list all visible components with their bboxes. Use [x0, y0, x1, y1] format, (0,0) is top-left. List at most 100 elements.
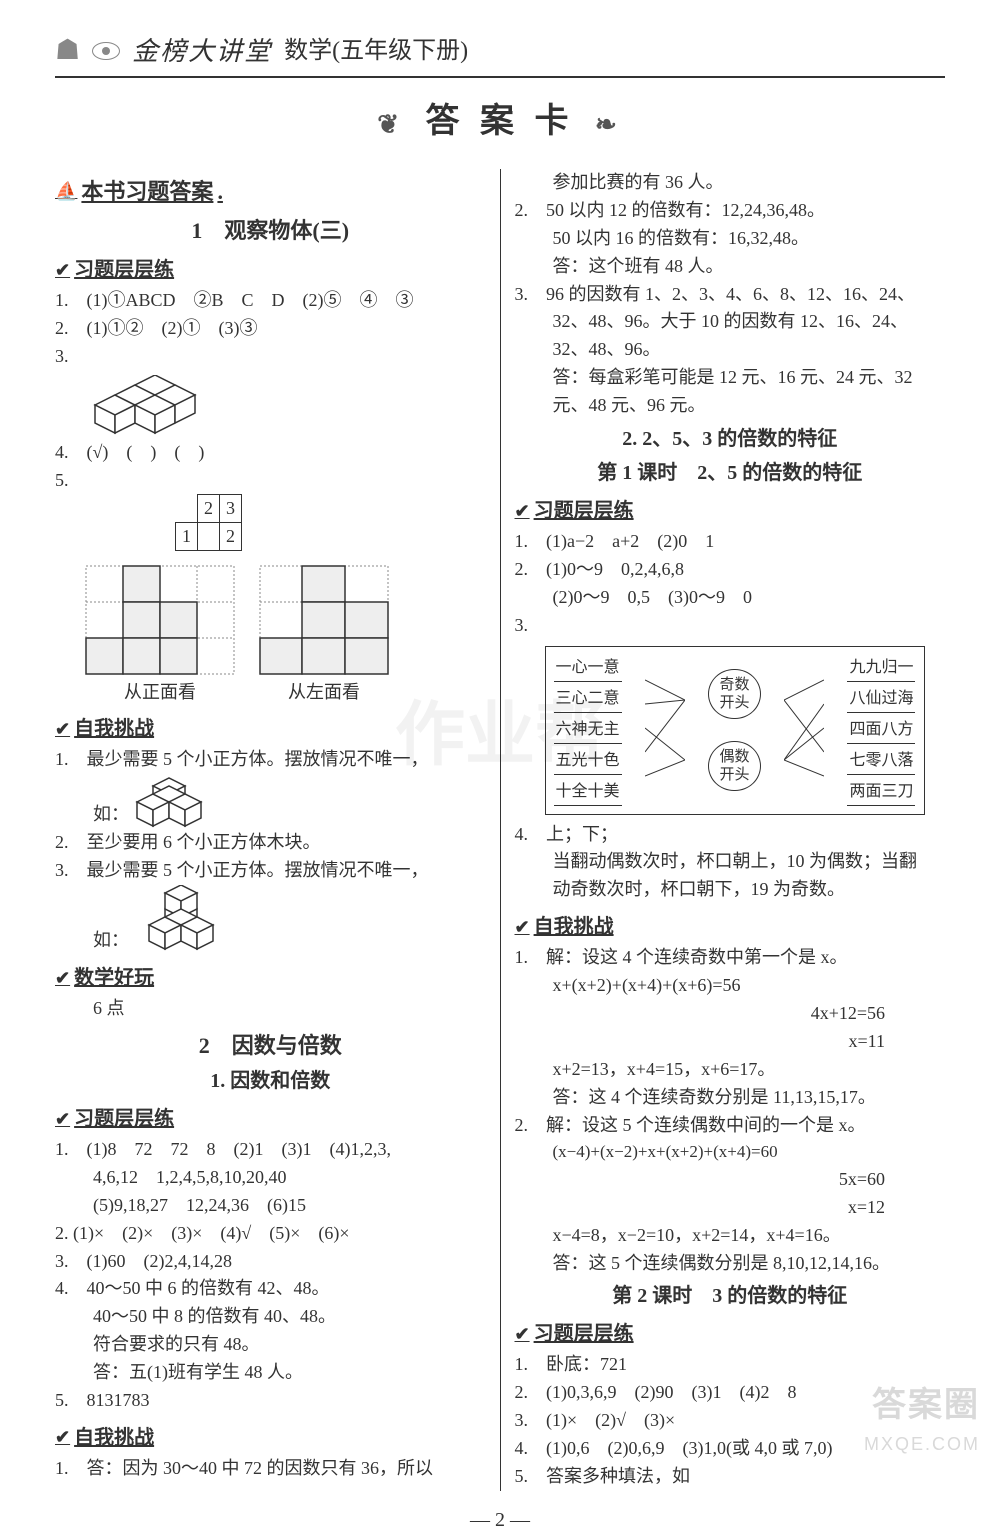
rzw-5: x+2=13，x+4=15，x+6=17。: [515, 1056, 946, 1084]
idiom-left-2: 三心二意: [554, 686, 622, 713]
idiom-right-1: 九九归一: [847, 655, 915, 682]
rzw-4: x=11: [515, 1028, 946, 1056]
diagram-lines-right-icon: [784, 670, 824, 790]
x23-1: 1. 卧底：721: [515, 1351, 946, 1379]
ch1-l1: 1. (1)①ABCD ②B C D (2)⑤ ④ ③: [55, 287, 486, 315]
watermark-line1: 答案圈: [864, 1380, 980, 1431]
grade: (五年级下册): [332, 38, 468, 64]
x22-1: 1. (1)a−2 a+2 (2)0 1: [515, 528, 946, 556]
c2x-6: 4. 40～50 中 6 的倍数有 42、48。: [55, 1275, 486, 1303]
rzw-2: x+(x+2)+(x+4)+(x+6)=56: [515, 972, 946, 1000]
watermark: 答案圈 MXQE.COM: [864, 1380, 980, 1458]
idiom-right-5: 两面三刀: [847, 779, 915, 806]
check-icon: ✔: [515, 498, 530, 525]
x22-3: (2)0～9 0,5 (3)0～9 0: [515, 584, 946, 612]
r-t4: 答：这个班有 48 人。: [515, 253, 946, 281]
zw-fig1-row: 如：: [93, 774, 486, 829]
ch2-sub1: 1. 因数和倍数: [55, 1066, 486, 1096]
c2x-3: (5)9,18,27 12,24,36 (6)15: [55, 1192, 486, 1220]
c2x-9: 答：五(1)班有学生 48 人。: [55, 1359, 486, 1387]
rzw-11: x−4=8，x−2=10，x+2=14，x+4=16。: [515, 1222, 946, 1250]
c2x-8: 符合要求的只有 48。: [55, 1331, 486, 1359]
r-t6: 32、48、96。大于 10 的因数有 12、16、24、: [515, 308, 946, 336]
c2x-7: 40～50 中 8 的倍数有 40、48。: [55, 1303, 486, 1331]
c2x-10: 5. 8131783: [55, 1387, 486, 1415]
ziwo-label-2: 自我挑战: [74, 1423, 154, 1453]
front-view-label: 从正面看: [124, 679, 196, 706]
r-t8: 答：每盒彩笔可能是 12 元、16 元、24 元、32: [515, 364, 946, 392]
left-view: 从左面看: [259, 565, 389, 706]
diagram-lines-left-icon: [645, 670, 685, 790]
rzw-9: 5x=60: [515, 1166, 946, 1194]
c2x-2: 4,6,12 1,2,4,5,8,10,20,40: [55, 1164, 486, 1192]
zw-fig1-icon: [135, 774, 225, 829]
mid-even: 偶数开头: [708, 741, 760, 791]
rzw-8: (x−4)+(x−2)+x+(x+2)+(x+4)=60: [515, 1139, 946, 1165]
xiti-label-3: 习题层层练: [534, 496, 634, 526]
idiom-diagram: 一心一意 三心二意 六神无主 五光十色 十全十美 奇数开头 偶数开头: [545, 646, 925, 815]
xiti-label-2: 习题层层练: [74, 1104, 174, 1134]
check-icon: ✔: [55, 965, 70, 992]
rzw-10: x=12: [515, 1194, 946, 1222]
book-answers-label: 本书习题答案: [81, 175, 213, 208]
r4-3: 动奇数次时，杯口朝下，19 为奇数。: [515, 876, 946, 904]
ziwo-label-3: 自我挑战: [534, 912, 614, 942]
check-icon: ✔: [515, 914, 530, 941]
idiom-left-1: 一心一意: [554, 655, 622, 682]
left-view-icon: [259, 565, 389, 675]
xiti-label: 习题层层练: [74, 255, 174, 285]
check-icon: ✔: [55, 257, 70, 284]
r-t3: 50 以内 16 的倍数有：16,32,48。: [515, 225, 946, 253]
front-view: 从正面看: [85, 565, 235, 706]
diagram-right-list: 九九归一 八仙过海 四面八方 七零八落 两面三刀: [847, 655, 915, 806]
left-view-label: 从左面看: [288, 679, 360, 706]
c2x-4: 2. (1)× (2)× (3)× (4)√ (5)× (6)×: [55, 1220, 486, 1248]
front-view-icon: [85, 565, 235, 675]
idiom-left-3: 六神无主: [554, 717, 622, 744]
columns: ⛵ 本书习题答案 . 1 观察物体(三) ✔ 习题层层练 1. (1)①ABCD…: [55, 169, 945, 1491]
c2zw-1: 1. 答：因为 30～40 中 72 的因数只有 36，所以: [55, 1455, 486, 1483]
xiti-label-4: 习题层层练: [534, 1319, 634, 1349]
rzw-1: 1. 解：设这 4 个连续奇数中第一个是 x。: [515, 944, 946, 972]
rzw-3: 4x+12=56: [515, 1000, 946, 1028]
rzw-7: 2. 解：设这 5 个连续偶数中间的一个是 x。: [515, 1112, 946, 1140]
page-header: ☗ 金榜大讲堂 数学(五年级下册): [55, 30, 945, 78]
left-column: ⛵ 本书习题答案 . 1 观察物体(三) ✔ 习题层层练 1. (1)①ABCD…: [55, 169, 500, 1491]
r-t5: 3. 96 的因数有 1、2、3、4、6、8、12、16、24、: [515, 281, 946, 309]
idiom-right-2: 八仙过海: [847, 686, 915, 713]
idiom-right-4: 七零八落: [847, 748, 915, 775]
r-t1: 参加比赛的有 36 人。: [515, 169, 946, 197]
idiom-left-5: 十全十美: [554, 779, 622, 806]
x23-5: 5. 答案多种填法，如: [515, 1463, 946, 1491]
r4-2: 当翻动偶数次时，杯口朝上，10 为偶数；当翻: [515, 848, 946, 876]
views-row: 从正面看 从左面看: [85, 565, 486, 706]
x22-4: 3.: [515, 612, 946, 640]
check-icon: ✔: [515, 1321, 530, 1348]
zw-l3: 2. 至少要用 6 个小正方体木块。: [55, 829, 486, 857]
r-t7: 32、48、96。: [515, 336, 946, 364]
ziwo-header-2: ✔ 自我挑战: [55, 1423, 486, 1453]
r-t9: 元、48 元、96 元。: [515, 392, 946, 420]
sub23-title: 第 2 课时 3 的倍数的特征: [515, 1281, 946, 1311]
haowan-header: ✔ 数学好玩: [55, 963, 486, 993]
page-number: — 2 —: [55, 1505, 945, 1535]
xiti-header-4: ✔ 习题层层练: [515, 1319, 946, 1349]
main-title: ❦ 答 案 卡 ❧: [55, 96, 945, 147]
ch1-l3: 3.: [55, 343, 486, 371]
rzw-12: 答：这 5 个连续偶数分别是 8,10,12,14,16。: [515, 1250, 946, 1278]
ch1-l4: 4. (√) ( ) ( ): [55, 439, 486, 467]
idiom-left-4: 五光十色: [554, 748, 622, 775]
check-icon: ✔: [55, 1424, 70, 1451]
ch1-l5: 5.: [55, 467, 486, 495]
zw-l2: 如：: [93, 801, 129, 829]
diagram-left-list: 一心一意 三心二意 六神无主 五光十色 十全十美: [554, 655, 622, 806]
zw-l4: 3. 最少需要 5 个小正方体。摆放情况不唯一，: [55, 857, 486, 885]
cube-svg-icon: [85, 375, 205, 435]
ch2-title: 2 因数与倍数: [55, 1029, 486, 1062]
boat-icon: ⛵: [55, 178, 77, 205]
q3-cube-figure: [85, 375, 486, 435]
c2x-1: 1. (1)8 72 72 8 (2)1 (3)1 (4)1,2,3,: [55, 1136, 486, 1164]
idiom-right-3: 四面八方: [847, 717, 915, 744]
subject: 数学: [284, 38, 332, 64]
topview-table: 23 12: [175, 494, 243, 551]
